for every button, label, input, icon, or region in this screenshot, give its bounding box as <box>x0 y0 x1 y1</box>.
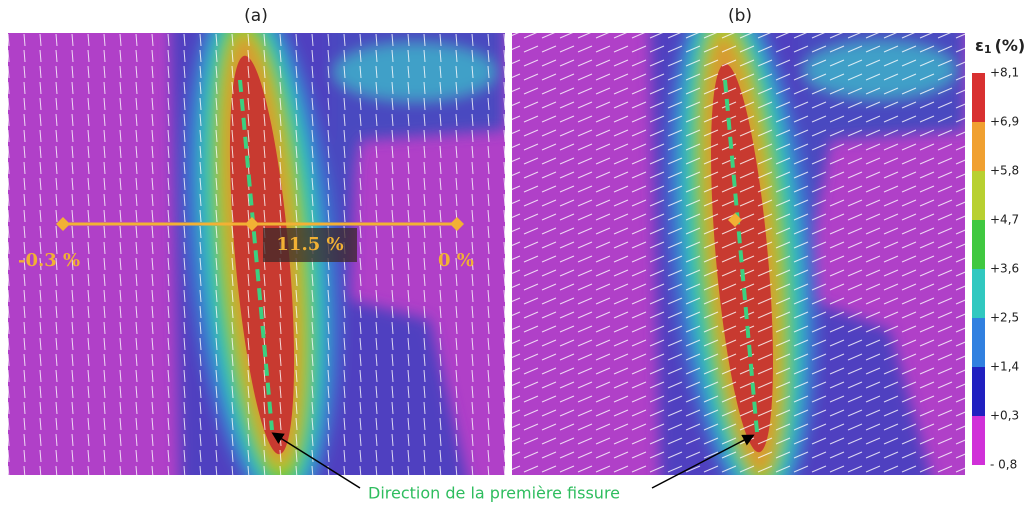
colorbar-tick-label: +8,1 <box>990 66 1019 80</box>
colorbar-tick-label: +0,3 <box>990 409 1019 423</box>
colorbar-tick-label: +3,6 <box>990 262 1019 276</box>
strain-map-b <box>512 33 965 475</box>
annotation-center: 11.5 % <box>276 234 343 255</box>
panel-label: (b) <box>728 6 752 26</box>
colorbar-tick-label: - 0,8 <box>990 458 1017 472</box>
colorbar-title-sub: 1 <box>984 43 992 56</box>
colorbar-title-symbol: ε <box>975 36 984 55</box>
annotation-left: -0.3 % <box>18 250 80 271</box>
annotation-right: 0 % <box>438 250 474 271</box>
colorbar-tick-label: +1,4 <box>990 360 1019 374</box>
colorbar-tick-label: +6,9 <box>990 115 1019 129</box>
colorbar <box>972 73 985 465</box>
panel-label: (a) <box>244 6 268 26</box>
colorbar-tick-label: +4,7 <box>990 213 1019 227</box>
colorbar-tick-label: +5,8 <box>990 164 1019 178</box>
colorbar-title-unit: (%) <box>995 36 1026 55</box>
caption: Direction de la première fissure <box>368 484 620 503</box>
colorbar-tick-label: +2,5 <box>990 311 1019 325</box>
colorbar-title: ε1 (%) <box>975 36 1025 57</box>
